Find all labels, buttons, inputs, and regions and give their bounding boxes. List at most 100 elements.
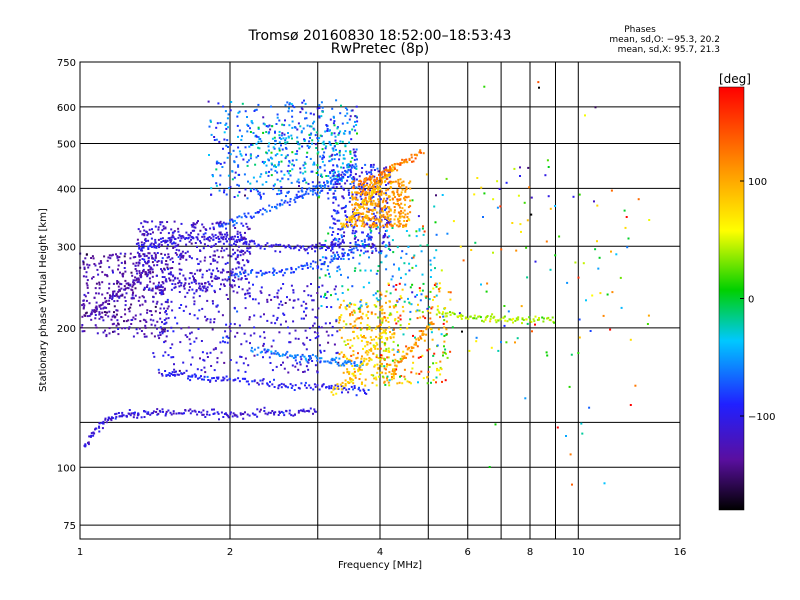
data-point bbox=[119, 271, 121, 274]
data-point bbox=[309, 357, 312, 360]
data-point bbox=[117, 264, 120, 267]
data-point bbox=[406, 220, 408, 222]
data-point bbox=[361, 312, 364, 315]
data-point bbox=[167, 268, 169, 271]
data-point bbox=[362, 244, 364, 247]
data-point bbox=[434, 267, 436, 270]
data-point bbox=[173, 368, 176, 371]
data-point bbox=[137, 242, 140, 245]
data-point bbox=[228, 237, 231, 240]
data-point bbox=[210, 365, 213, 367]
data-point bbox=[161, 374, 164, 377]
data-point bbox=[217, 310, 220, 313]
data-point bbox=[93, 309, 96, 312]
data-point bbox=[403, 203, 406, 206]
data-point bbox=[340, 166, 343, 169]
data-point bbox=[422, 152, 425, 155]
data-point bbox=[305, 314, 307, 317]
data-point bbox=[212, 235, 215, 238]
data-point bbox=[336, 383, 339, 386]
data-point bbox=[107, 416, 110, 419]
data-point bbox=[383, 174, 386, 177]
data-point bbox=[131, 296, 134, 299]
data-point bbox=[410, 153, 413, 156]
data-point bbox=[95, 310, 98, 313]
data-point bbox=[250, 346, 253, 349]
data-point bbox=[87, 266, 90, 269]
data-point bbox=[372, 352, 375, 355]
data-point bbox=[140, 249, 142, 252]
data-point bbox=[381, 375, 384, 378]
data-point bbox=[302, 180, 305, 183]
data-point bbox=[81, 324, 84, 326]
data-point bbox=[115, 415, 118, 418]
data-point bbox=[399, 216, 402, 219]
data-point bbox=[256, 381, 259, 384]
data-point bbox=[365, 350, 368, 352]
data-point bbox=[201, 235, 204, 238]
data-point bbox=[172, 330, 175, 333]
data-point bbox=[172, 275, 175, 278]
data-point bbox=[290, 134, 293, 137]
data-point bbox=[212, 302, 214, 305]
data-point bbox=[178, 307, 181, 309]
data-point bbox=[125, 320, 128, 323]
data-point bbox=[544, 174, 547, 177]
data-point bbox=[258, 410, 261, 413]
data-point bbox=[238, 173, 241, 176]
data-point bbox=[443, 345, 445, 348]
data-point bbox=[189, 342, 192, 345]
data-point bbox=[308, 140, 311, 143]
data-point bbox=[238, 150, 241, 153]
data-point bbox=[190, 224, 193, 226]
data-point bbox=[116, 319, 119, 322]
data-point bbox=[93, 296, 96, 299]
data-point bbox=[212, 228, 215, 231]
data-point bbox=[192, 275, 194, 278]
data-point bbox=[143, 253, 146, 256]
data-point bbox=[256, 190, 259, 193]
data-point bbox=[353, 212, 356, 215]
data-point bbox=[353, 269, 356, 272]
data-point bbox=[558, 235, 561, 238]
data-point bbox=[108, 266, 111, 269]
data-point bbox=[334, 255, 337, 258]
data-point bbox=[292, 271, 295, 274]
data-point bbox=[248, 243, 251, 246]
data-point bbox=[305, 117, 308, 120]
data-point bbox=[436, 369, 438, 372]
data-point bbox=[425, 295, 428, 298]
data-point bbox=[306, 410, 309, 412]
data-point bbox=[334, 222, 337, 225]
data-point bbox=[390, 278, 393, 281]
data-point bbox=[387, 220, 390, 223]
data-point bbox=[349, 249, 352, 251]
data-point bbox=[309, 136, 311, 139]
data-point bbox=[334, 181, 337, 184]
data-point bbox=[253, 348, 256, 351]
data-point bbox=[341, 292, 344, 294]
data-point bbox=[281, 303, 284, 306]
data-point bbox=[229, 219, 231, 222]
data-point bbox=[321, 106, 324, 109]
data-point bbox=[357, 183, 360, 186]
data-point bbox=[306, 252, 309, 255]
data-point bbox=[510, 318, 513, 321]
data-point bbox=[389, 209, 392, 212]
data-point bbox=[140, 244, 143, 246]
data-point bbox=[437, 288, 440, 291]
data-point bbox=[411, 291, 414, 294]
data-point bbox=[184, 277, 187, 280]
data-point bbox=[435, 294, 438, 297]
data-point bbox=[188, 255, 191, 258]
data-point bbox=[142, 268, 145, 271]
data-point bbox=[368, 193, 371, 196]
data-point bbox=[286, 296, 288, 299]
data-point bbox=[359, 212, 362, 215]
data-point bbox=[319, 155, 322, 158]
data-point bbox=[339, 112, 342, 115]
data-point bbox=[349, 115, 352, 118]
data-point bbox=[284, 141, 287, 144]
data-point bbox=[112, 282, 115, 285]
data-point bbox=[257, 127, 260, 130]
